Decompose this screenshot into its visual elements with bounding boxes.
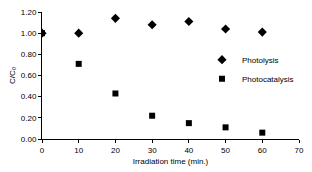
svg-text:0: 0	[40, 146, 45, 155]
svg-text:30: 30	[148, 146, 157, 155]
svg-text:Irradiation time (min.): Irradiation time (min.)	[133, 157, 209, 166]
svg-text:0.60: 0.60	[21, 71, 37, 80]
svg-text:10: 10	[74, 146, 83, 155]
svg-text:0.40: 0.40	[21, 92, 37, 101]
svg-text:40: 40	[184, 146, 193, 155]
svg-text:0.00: 0.00	[21, 135, 37, 144]
svg-text:0.20: 0.20	[21, 114, 37, 123]
svg-text:1.20: 1.20	[21, 8, 37, 17]
svg-text:70: 70	[295, 146, 304, 155]
svg-text:1.00: 1.00	[21, 29, 37, 38]
svg-text:50: 50	[221, 146, 230, 155]
svg-text:Photocatalysis: Photocatalysis	[242, 75, 294, 84]
svg-text:Photolysis: Photolysis	[242, 56, 278, 65]
svg-text:60: 60	[258, 146, 267, 155]
svg-text:C/C₀: C/C₀	[8, 67, 17, 84]
svg-text:0.80: 0.80	[21, 50, 37, 59]
svg-text:20: 20	[111, 146, 120, 155]
